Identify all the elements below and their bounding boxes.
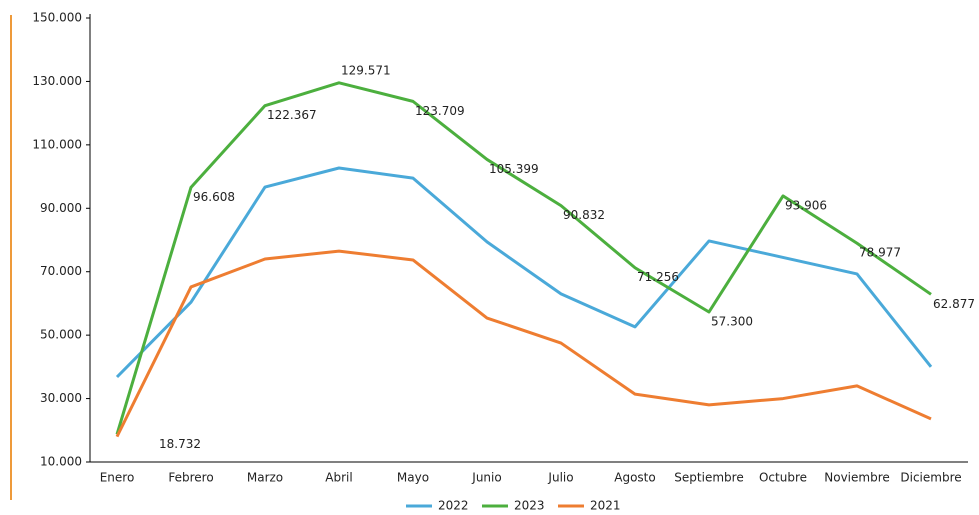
data-label: 96.608 bbox=[193, 190, 235, 204]
legend-label: 2022 bbox=[438, 499, 469, 513]
y-tick-label: 90.000 bbox=[40, 201, 82, 215]
data-label: 62.877 bbox=[933, 297, 975, 311]
data-label: 18.732 bbox=[159, 437, 201, 451]
x-tick-label: Septiembre bbox=[674, 471, 743, 485]
data-label: 78.977 bbox=[859, 246, 901, 260]
x-tick-label: Mayo bbox=[397, 471, 429, 485]
x-tick-label: Enero bbox=[100, 471, 135, 485]
data-label: 57.300 bbox=[711, 314, 753, 328]
legend-label: 2021 bbox=[590, 499, 621, 513]
x-tick-label: Octubre bbox=[759, 471, 807, 485]
x-tick-label: Marzo bbox=[247, 471, 283, 485]
data-label: 105.399 bbox=[489, 162, 539, 176]
y-tick-label: 110.000 bbox=[32, 137, 82, 151]
series-line bbox=[115, 81, 932, 435]
data-label: 71.256 bbox=[637, 270, 679, 284]
x-tick-label: Noviembre bbox=[824, 471, 890, 485]
series-line bbox=[115, 166, 933, 379]
series-line bbox=[115, 249, 932, 438]
data-label: 123.709 bbox=[415, 104, 465, 118]
x-tick-label: Diciembre bbox=[900, 471, 961, 485]
data-label: 129.571 bbox=[341, 63, 391, 77]
y-tick-label: 70.000 bbox=[40, 264, 82, 278]
legend-label: 2023 bbox=[514, 499, 545, 513]
y-tick-label: 30.000 bbox=[40, 391, 82, 405]
y-tick-label: 150.000 bbox=[32, 11, 82, 25]
x-tick-label: Febrero bbox=[168, 471, 213, 485]
data-label: 90.832 bbox=[563, 208, 605, 222]
x-tick-label: Julio bbox=[547, 471, 573, 485]
data-label: 122.367 bbox=[267, 108, 317, 122]
y-tick-label: 50.000 bbox=[40, 328, 82, 342]
y-tick-label: 130.000 bbox=[32, 74, 82, 88]
x-tick-label: Abril bbox=[325, 471, 352, 485]
data-label: 93.906 bbox=[785, 198, 827, 212]
y-tick-label: 10.000 bbox=[40, 455, 82, 469]
x-tick-label: Agosto bbox=[614, 471, 655, 485]
x-tick-label: Junio bbox=[471, 471, 501, 485]
